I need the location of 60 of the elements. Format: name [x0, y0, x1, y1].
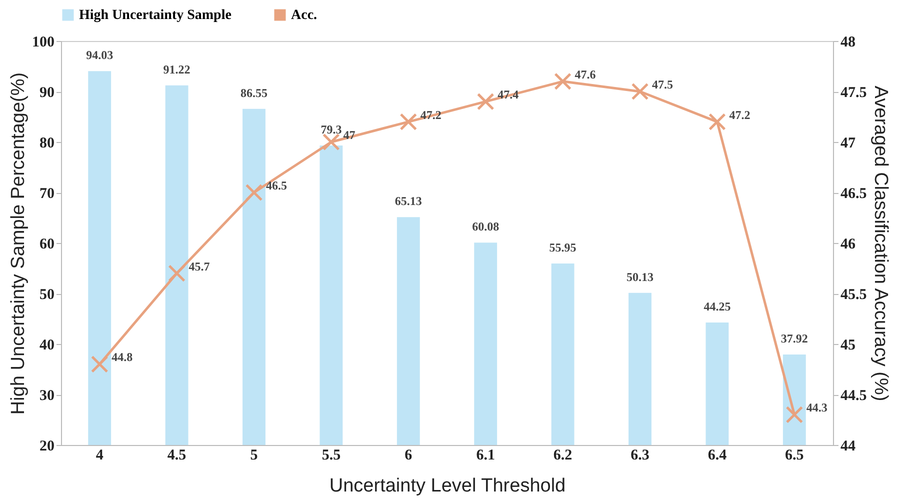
y-tick-label: 70	[40, 186, 54, 202]
x-tick-label: 6.4	[708, 448, 728, 464]
data-label: 44.8	[112, 350, 133, 364]
x-tick-label: 6	[404, 448, 413, 464]
y-tick-label: 50	[40, 287, 54, 303]
legend-label: High Uncertainty Sample	[79, 8, 232, 23]
y2-tick-label: 44.5	[840, 388, 867, 404]
data-label: 44.3	[806, 400, 828, 415]
data-label: 47.2	[729, 108, 750, 122]
y-tick-label: 60	[40, 236, 54, 252]
x-tick-label: 6.2	[553, 448, 572, 464]
data-label: 55.95	[549, 240, 576, 254]
data-label: 44.25	[704, 300, 731, 314]
y2-tick-label: 47.5	[840, 85, 867, 101]
y-tick-label: 90	[40, 85, 54, 101]
y-tick-label: 100	[32, 34, 54, 50]
y-tick-label: 20	[40, 438, 54, 454]
data-label: 86.55	[240, 86, 268, 100]
y2-tick-label: 45	[840, 338, 856, 354]
y2-tick-label: 44	[840, 438, 856, 454]
data-label: 46.5	[266, 178, 287, 192]
data-label: 65.13	[394, 194, 422, 208]
data-label: 47.5	[652, 78, 673, 92]
data-label: 47.6	[574, 67, 596, 82]
y2-tick-label: 46.5	[840, 186, 867, 202]
data-label: 79.3	[320, 122, 342, 137]
data-label: 45.7	[188, 259, 210, 274]
x-tick-label: 5.5	[322, 448, 341, 464]
y2-tick-label: 47	[840, 136, 856, 152]
point	[708, 113, 726, 130]
y-tick-label: 40	[40, 338, 54, 354]
point	[90, 356, 108, 373]
point	[476, 92, 494, 110]
x-tick-label: 6.1	[476, 448, 495, 464]
x-axis-title: Uncertainty Level Threshold	[329, 476, 566, 496]
point	[245, 184, 263, 202]
y-axis-title: High Uncertainty Sample Percentage(%)	[8, 72, 29, 415]
x-tick-label: 4.5	[167, 448, 186, 464]
point	[786, 406, 804, 424]
x-tick-label: 5	[250, 448, 258, 464]
point	[631, 82, 649, 100]
data-label: 50.13	[626, 270, 654, 284]
data-label: 60.08	[472, 220, 500, 234]
data-label: 91.22	[163, 62, 190, 76]
y-tick-label: 80	[40, 136, 54, 152]
y2-axis-title: Averaged Classification Accuracy (%)	[870, 86, 891, 402]
y2-tick-label: 46	[840, 236, 856, 252]
x-tick-label: 6.5	[785, 448, 804, 464]
point	[322, 133, 340, 151]
data-label: 37.92	[780, 332, 808, 346]
x-tick-label: 4	[96, 448, 104, 464]
point	[554, 72, 572, 90]
y-tick-label: 30	[40, 388, 54, 404]
data-label: 94.03	[86, 48, 114, 62]
y2-tick-label: 45.5	[840, 287, 867, 303]
point	[400, 113, 418, 130]
x-tick-label: 6.3	[630, 448, 650, 464]
y2-tick-label: 48	[840, 34, 856, 50]
legend-label: Acc.	[291, 8, 318, 23]
point	[168, 264, 186, 282]
